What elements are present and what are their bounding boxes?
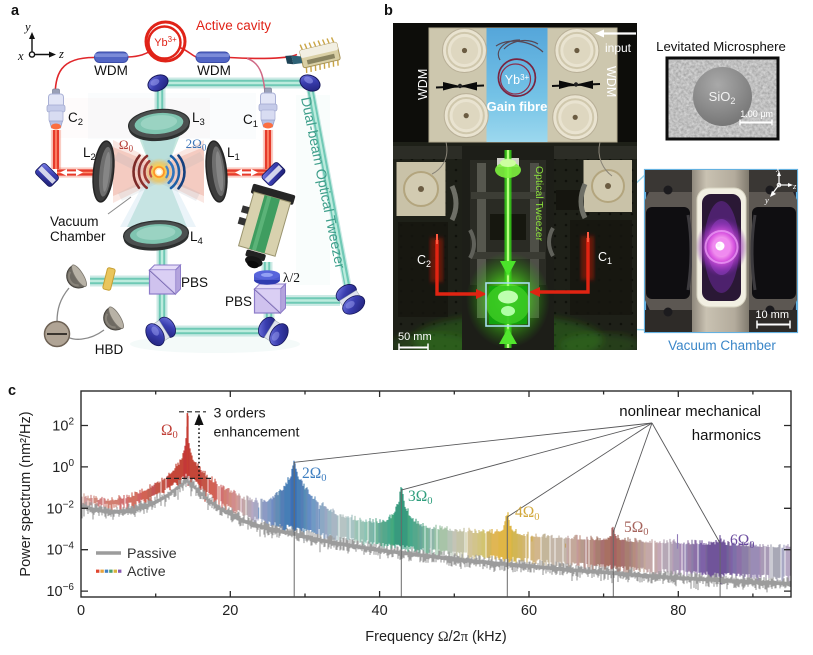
svg-text:z: z (58, 47, 64, 61)
svg-text:80: 80 (670, 603, 686, 619)
svg-text:1.00 μm: 1.00 μm (740, 109, 773, 119)
svg-text:nonlinear mechanical: nonlinear mechanical (619, 403, 761, 420)
svg-text:10−6: 10−6 (46, 582, 74, 600)
svg-text:WDM: WDM (197, 63, 231, 78)
svg-text:5Ω0: 5Ω0 (624, 519, 649, 538)
svg-text:Passive: Passive (127, 546, 177, 562)
svg-text:10 mm: 10 mm (755, 309, 789, 321)
svg-text:enhancement: enhancement (214, 425, 300, 441)
svg-text:Active cavity: Active cavity (196, 18, 271, 33)
svg-text:b: b (384, 3, 393, 19)
svg-text:Levitated Microsphere: Levitated Microsphere (656, 39, 786, 54)
svg-text:Ω0: Ω0 (119, 137, 134, 154)
svg-text:10−4: 10−4 (46, 541, 74, 559)
svg-text:L4: L4 (190, 229, 203, 247)
svg-text:c: c (8, 383, 16, 399)
svg-text:20: 20 (222, 603, 238, 619)
svg-text:3 orders: 3 orders (214, 406, 266, 422)
svg-text:input: input (605, 41, 632, 55)
svg-text:Gain fibre: Gain fibre (487, 99, 548, 114)
svg-text:y: y (764, 195, 769, 205)
svg-text:Chamber: Chamber (50, 229, 106, 244)
svg-text:WDM: WDM (416, 69, 430, 100)
svg-text:50 mm: 50 mm (398, 331, 432, 343)
svg-text:Active: Active (127, 564, 166, 580)
svg-text:102: 102 (52, 417, 74, 435)
svg-text:x: x (775, 164, 780, 174)
svg-text:6Ω0: 6Ω0 (730, 532, 755, 551)
svg-text:Vacuum Chamber: Vacuum Chamber (668, 338, 776, 353)
svg-text:PBS: PBS (181, 275, 208, 290)
svg-text:a: a (11, 3, 20, 19)
svg-text:z: z (792, 181, 797, 191)
svg-text:Optical Tweezer: Optical Tweezer (533, 166, 545, 242)
svg-text:Frequency Ω/2π (kHz): Frequency Ω/2π (kHz) (365, 629, 506, 645)
svg-text:x: x (17, 49, 24, 63)
svg-text:3Ω0: 3Ω0 (408, 488, 433, 507)
svg-text:harmonics: harmonics (692, 427, 761, 444)
svg-text:PBS: PBS (225, 294, 252, 309)
svg-text:SiO2: SiO2 (709, 89, 736, 106)
svg-text:Vacuum: Vacuum (50, 214, 99, 229)
svg-text:10−2: 10−2 (46, 499, 74, 517)
svg-text:Power spectrum (nm²/Hz): Power spectrum (nm²/Hz) (18, 411, 34, 576)
svg-text:HBD: HBD (95, 342, 124, 357)
svg-text:0: 0 (77, 603, 85, 619)
svg-text:L2: L2 (83, 145, 96, 163)
svg-text:WDM: WDM (94, 63, 128, 78)
svg-text:100: 100 (52, 458, 74, 476)
svg-text:y: y (23, 20, 31, 34)
svg-text:L1: L1 (227, 145, 240, 163)
svg-text:2Ω0: 2Ω0 (186, 136, 207, 153)
svg-text:λ/2: λ/2 (283, 270, 300, 285)
svg-text:Ω0: Ω0 (161, 422, 178, 441)
svg-text:40: 40 (372, 603, 388, 619)
svg-text:WDM: WDM (604, 66, 618, 97)
svg-text:4Ω0: 4Ω0 (515, 504, 540, 523)
svg-text:60: 60 (521, 603, 537, 619)
svg-text:2Ω0: 2Ω0 (302, 465, 327, 484)
